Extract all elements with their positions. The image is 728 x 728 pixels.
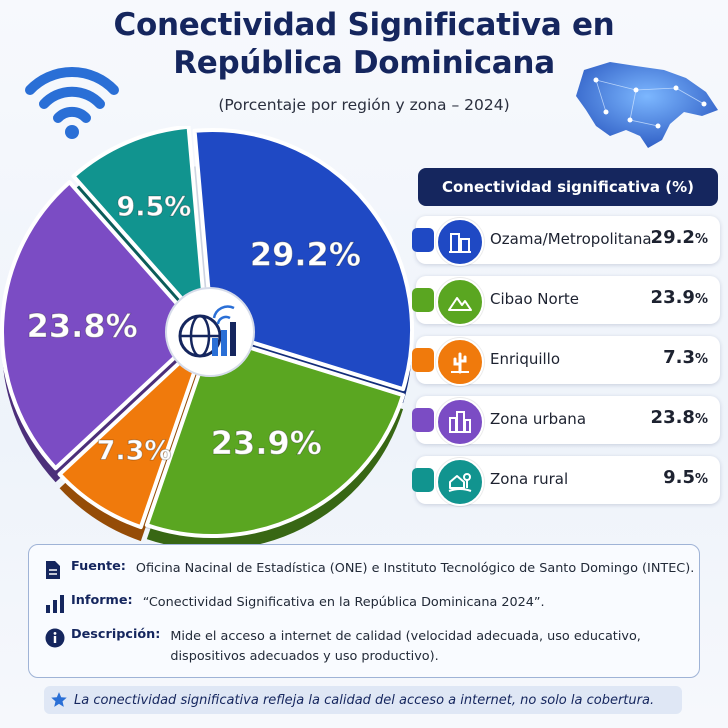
report-line: Informe: “Conectividad Significativa en … <box>45 593 545 615</box>
pie-data-label: 23.9% <box>211 424 322 462</box>
report-key: Informe: <box>71 593 133 608</box>
legend-row-enriquillo: Enriquillo 7.3% <box>412 336 720 386</box>
legend-tab <box>412 228 434 252</box>
legend-tab <box>412 468 434 492</box>
document-icon <box>45 559 71 581</box>
cactus-icon <box>436 338 484 386</box>
source-info-box: Fuente: Oficina Nacinal de Estadística (… <box>28 544 700 678</box>
legend-value: 29.2% <box>650 227 708 248</box>
legend-tab <box>412 288 434 312</box>
description-line: Descripción: Mide el acceso a internet d… <box>45 627 641 667</box>
footer-note: La conectividad significativa refleja la… <box>44 686 682 714</box>
report-value: “Conectividad Significativa en la Repúbl… <box>142 595 545 610</box>
legend-row-zona-rural: Zona rural 9.5% <box>412 456 720 506</box>
buildings-icon <box>436 218 484 266</box>
farm-icon <box>436 458 484 506</box>
legend-value: 23.8% <box>650 407 708 428</box>
legend-tab <box>412 408 434 432</box>
pie-chart: 29.2% 23.9% 7.3% 23.8% 9.5% <box>0 126 414 546</box>
dominican-republic-map-icon <box>576 62 718 148</box>
legend-row-ozama: Ozama/Metropolitana 29.2% <box>412 216 720 266</box>
legend-label: Zona rural <box>490 470 569 488</box>
description-line-1: Mide el acceso a internet de calidad (ve… <box>170 629 641 644</box>
mountains-icon <box>436 278 484 326</box>
pie-slice-enriquillo <box>57 336 208 530</box>
title-line-2: República Dominicana <box>173 45 555 81</box>
legend-tab <box>412 348 434 372</box>
source-line: Fuente: Oficina Nacinal de Estadística (… <box>45 559 694 581</box>
legend-row-cibao-norte: Cibao Norte 23.9% <box>412 276 720 326</box>
description-key: Descripción: <box>71 627 161 642</box>
city-icon <box>436 398 484 446</box>
wifi-icon <box>25 67 119 139</box>
source-key: Fuente: <box>71 559 126 574</box>
legend-label: Enriquillo <box>490 350 561 368</box>
pie-data-label: 9.5% <box>116 192 191 223</box>
description-value: Mide el acceso a internet de calidad (ve… <box>170 627 641 667</box>
legend-label: Cibao Norte <box>490 290 579 308</box>
pie-data-label: 23.8% <box>27 307 138 345</box>
legend-label: Zona urbana <box>490 410 587 428</box>
pie-data-label: 29.2% <box>250 236 361 274</box>
legend-value: 23.9% <box>650 287 708 308</box>
footer-note-text: La conectividad significativa refleja la… <box>74 692 655 708</box>
description-line-2: dispositivos adecuados y uso productivo)… <box>170 649 439 664</box>
pie-slice-cibao-norte <box>144 334 406 538</box>
legend-row-zona-urbana: Zona urbana 23.8% <box>412 396 720 446</box>
title-line-1: Conectividad Significativa en <box>113 7 615 43</box>
page-title: Conectividad Significativa en República … <box>0 6 728 82</box>
legend-label: Ozama/Metropolitana <box>490 230 652 248</box>
legend-value: 9.5% <box>663 467 708 488</box>
star-icon <box>44 691 74 709</box>
pie-slice-zona-urbana <box>0 180 204 471</box>
bar-chart-icon <box>45 593 71 615</box>
page-subtitle: (Porcentaje por región y zona – 2024) <box>218 96 510 114</box>
info-icon <box>45 627 71 649</box>
globe-signal-icon <box>165 287 255 377</box>
pie-data-label: 7.3% <box>97 436 172 467</box>
legend-title: Conectividad significativa (%) <box>418 168 718 206</box>
legend-value: 7.3% <box>663 347 708 368</box>
source-value: Oficina Nacinal de Estadística (ONE) e I… <box>135 561 695 576</box>
pie-slice-zona-rural <box>71 126 208 328</box>
